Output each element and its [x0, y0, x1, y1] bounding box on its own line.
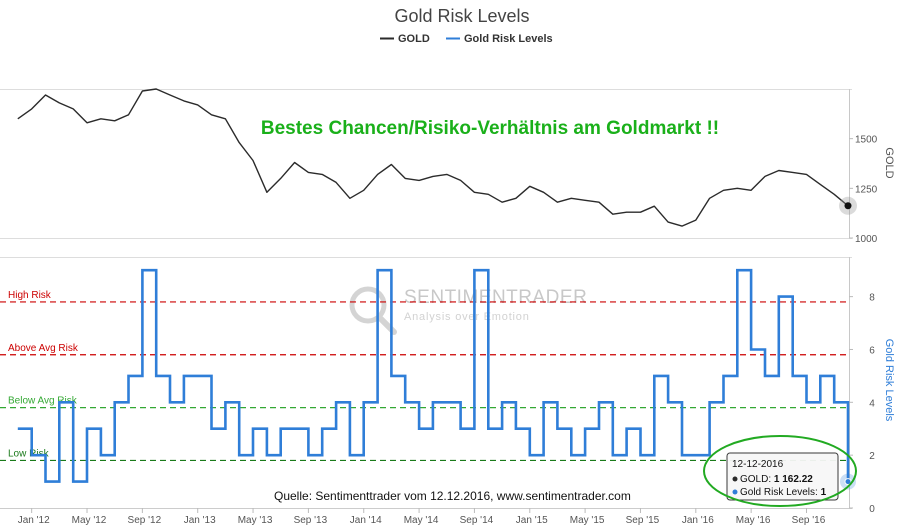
risk-y-tick-label: 4: [869, 398, 875, 409]
x-tick-label: May '16: [736, 515, 771, 526]
above-avg-risk-label: Above Avg Risk: [8, 343, 79, 354]
tooltip-gold-label: GOLD:: [740, 474, 771, 485]
gold-axis-title: GOLD: [883, 147, 895, 178]
x-tick-label: May '15: [570, 515, 605, 526]
low-risk-label: Low Risk: [8, 448, 50, 459]
risk-axis-title: Gold Risk Levels: [883, 339, 895, 422]
x-tick-label: Jan '12: [18, 515, 50, 526]
gold-panel: 1000 1250 1500 GOLD: [0, 88, 895, 245]
tooltip-risk-bullet: [732, 489, 738, 495]
x-tick-label: Sep '15: [626, 515, 660, 526]
x-axis: Jan '12 May '12 Sep '12 Jan '13 May '13 Sep '…: [18, 508, 826, 526]
x-tick-label: Jan '15: [516, 515, 548, 526]
tooltip-date: 12-12-2016: [732, 459, 784, 470]
below-avg-risk-label: Below Avg Risk: [8, 396, 78, 407]
risk-y-ticks: 0 2 4 6 8: [849, 293, 875, 515]
x-tick-label: Sep '12: [128, 515, 162, 526]
legend-gold-label[interactable]: GOLD: [398, 33, 430, 45]
tooltip-risk-row: Gold Risk Levels: 1: [740, 487, 827, 498]
risk-panel: 0 2 4 6 8 Gold Risk Levels SENTIMENTRADER An…: [0, 257, 895, 515]
gold-risk-levels-line[interactable]: [17, 268, 850, 483]
watermark-brand: SENTIMENTRADER: [404, 287, 587, 308]
x-tick-label: Jan '14: [350, 515, 382, 526]
chart-title: Gold Risk Levels: [394, 6, 529, 26]
high-risk-label: High Risk: [8, 290, 52, 301]
risk-y-tick-label: 8: [869, 293, 875, 304]
tooltip-risk-label: Gold Risk Levels:: [740, 487, 818, 498]
risk-last-point[interactable]: [844, 478, 852, 486]
x-tick-label: Sep '14: [460, 515, 494, 526]
x-tick-label: May '13: [238, 515, 273, 526]
gold-y-ticks: 1000 1250 1500: [849, 135, 878, 245]
watermark-tagline: Analysis over Emotion: [404, 311, 530, 323]
risk-y-tick-label: 2: [869, 451, 875, 462]
sentimentrader-watermark: SENTIMENTRADER Analysis over Emotion: [349, 286, 587, 335]
risk-y-tick-label: 6: [869, 345, 875, 356]
watermark-magnifier-icon: [349, 286, 387, 324]
gold-y-tick-label: 1250: [855, 184, 878, 195]
tooltip: 12-12-2016 GOLD: 1 162.22 Gold Risk Leve…: [726, 452, 839, 501]
gold-y-tick-label: 1500: [855, 135, 878, 146]
risk-y-tick-label: 0: [869, 504, 875, 515]
x-tick-label: May '14: [404, 515, 439, 526]
highlight-ellipse: [703, 435, 857, 507]
gold-price-line[interactable]: [17, 88, 849, 227]
legend[interactable]: GOLD Gold Risk Levels: [380, 33, 553, 45]
x-tick-label: Jan '13: [184, 515, 216, 526]
x-tick-label: Jan '16: [682, 515, 714, 526]
tooltip-risk-value: 1: [821, 487, 827, 498]
x-tick-label: Sep '16: [792, 515, 826, 526]
gold-last-point[interactable]: [844, 202, 852, 210]
headline-annotation: Bestes Chancen/Risiko-Verhältnis am Gold…: [261, 118, 719, 139]
x-tick-label: May '12: [72, 515, 107, 526]
gold-y-tick-label: 1000: [855, 234, 878, 245]
tooltip-gold-bullet: [732, 476, 738, 482]
tooltip-gold-value: 1 162.22: [774, 474, 813, 485]
tooltip-gold-row: GOLD: 1 162.22: [740, 474, 813, 485]
x-tick-label: Sep '13: [294, 515, 328, 526]
source-note: Quelle: Sentimenttrader vom 12.12.2016, …: [274, 489, 631, 503]
tooltip-box: [726, 452, 839, 501]
legend-risk-label[interactable]: Gold Risk Levels: [464, 33, 553, 45]
